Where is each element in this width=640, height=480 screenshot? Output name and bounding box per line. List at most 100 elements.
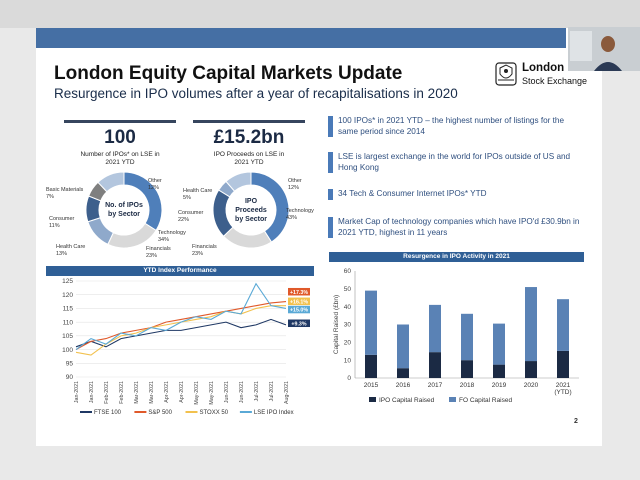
stat-ipo-count: 100 xyxy=(104,127,136,148)
legend-label: STOXX 50 xyxy=(200,410,229,416)
series-line-lse-ipo-index xyxy=(75,282,287,351)
y-tick-label: 30 xyxy=(344,322,352,329)
y-tick-label: 95 xyxy=(66,360,74,367)
legend-swatch xyxy=(369,397,376,402)
bullet-text: 34 Tech & Consumer Internet IPOs* YTD xyxy=(338,189,487,198)
stat-ipo-proceeds: £15.2bn xyxy=(213,127,285,148)
bullet-text: 100 IPOs* in 2021 YTD – the highest numb… xyxy=(338,116,565,136)
bullet-marker xyxy=(328,217,333,238)
label-name: Technology xyxy=(158,230,186,236)
end-label: +17.3% xyxy=(290,290,308,296)
donut2-label-consumer: Consumer 22% xyxy=(178,210,203,224)
y-tick-label: 90 xyxy=(66,374,74,381)
y-tick-label: 50 xyxy=(344,286,352,293)
end-label-box xyxy=(288,287,310,296)
label-pct: 22% xyxy=(178,217,190,223)
x-tick-label: Jul-2021 xyxy=(254,381,260,401)
donut-center-line: Proceeds xyxy=(235,207,267,214)
stat-divider xyxy=(64,120,176,123)
x-tick-label: 2015 xyxy=(364,382,379,389)
bar-ipo-capital-raised xyxy=(429,352,441,378)
legend-label: FTSE 100 xyxy=(94,410,122,416)
bar-fo-capital-raised xyxy=(493,323,505,365)
label-pct: 12% xyxy=(148,185,160,191)
label-name: Other xyxy=(288,178,302,184)
label-name: Health Care xyxy=(56,244,86,250)
x-tick-label: Feb-2021 xyxy=(119,381,125,404)
donut-label-health-care: Health Care 13% xyxy=(56,244,85,258)
y-tick-label: 20 xyxy=(344,340,352,347)
bullet-text: Market Cap of technology companies which… xyxy=(338,217,580,237)
donut-label-technology: Technology 34% xyxy=(158,230,186,244)
x-tick-label: Jul-2021 xyxy=(269,381,275,401)
x-tick-label: Mar-2021 xyxy=(134,381,140,404)
slide: London Equity Capital Markets Update Res… xyxy=(36,28,602,446)
donut-slice-other xyxy=(225,171,252,192)
y-axis-label: Capital Raised (£bn) xyxy=(333,295,340,354)
slide-subtitle: Resurgence in IPO volumes after a year o… xyxy=(54,86,458,101)
y-tick-label: 0 xyxy=(347,375,351,382)
label-name: Consumer xyxy=(49,216,75,222)
legend-label: S&P 500 xyxy=(148,410,172,416)
series-line-ftse-100 xyxy=(75,318,287,348)
donut-ipos-by-sector: No. of IPOs by Sector xyxy=(85,171,163,249)
bar-ipo-capital-raised xyxy=(397,368,409,378)
x-tick-label: 2019 xyxy=(492,382,507,389)
legend-label: LSE IPO Index xyxy=(254,410,294,416)
line-chart-title: YTD Index Performance xyxy=(46,266,314,276)
stat-divider xyxy=(193,120,305,123)
label-name: Technology xyxy=(286,208,314,214)
donut2-label-financials: Financials 23% xyxy=(192,244,217,258)
lse-logo: London Stock Exchange xyxy=(492,60,596,90)
donut-center-line: by Sector xyxy=(108,211,140,218)
x-tick-label: Jun-2021 xyxy=(224,381,230,403)
person-icon xyxy=(568,27,640,71)
x-tick-label: (YTD) xyxy=(554,389,571,396)
bullet-item: 100 IPOs* in 2021 YTD – the highest numb… xyxy=(328,116,583,137)
label-name: Basic Materials xyxy=(46,187,84,193)
x-tick-label: Aug-2021 xyxy=(284,381,290,404)
bullet-marker xyxy=(328,189,333,200)
page-number: 2 xyxy=(574,418,578,425)
end-label-box xyxy=(288,319,310,328)
label-name: Financials xyxy=(146,246,171,252)
bar-fo-capital-raised xyxy=(461,313,473,361)
donut2-label-other: Other 12% xyxy=(288,178,302,192)
donut-slices xyxy=(212,171,290,249)
donut-label-consumer: Consumer 11% xyxy=(49,216,74,230)
x-tick-label: 2018 xyxy=(460,382,475,389)
bullet-marker xyxy=(328,116,333,137)
y-tick-label: 10 xyxy=(344,357,352,364)
donut-center-line: No. of IPOs xyxy=(105,202,143,209)
label-pct: 23% xyxy=(192,251,204,257)
bar-ipo-capital-raised xyxy=(365,354,377,378)
donut-label-financials: Financials 23% xyxy=(146,246,171,260)
stat-ipo-proceeds-caption: IPO Proceeds on LSE in 2021 YTD xyxy=(189,151,309,167)
bullet-item: LSE is largest exchange in the world for… xyxy=(328,152,583,173)
x-tick-label: Jun-2021 xyxy=(239,381,245,403)
caption-line: IPO Proceeds on LSE in xyxy=(213,151,285,158)
slide-header-bar xyxy=(36,28,566,48)
donut-slices xyxy=(85,171,163,249)
donut-slice-financials xyxy=(222,226,273,249)
legend-swatch xyxy=(449,397,456,402)
donut-proceeds-by-sector: IPO Proceeds by Sector xyxy=(212,171,290,249)
legend-label: IPO Capital Raised xyxy=(379,397,435,404)
end-label-box xyxy=(288,297,310,306)
series-line-s-p-500 xyxy=(75,301,287,351)
x-tick-label: 2021 xyxy=(556,382,571,389)
bar-ipo-capital-raised xyxy=(493,364,505,378)
y-tick-label: 105 xyxy=(62,333,73,340)
label-pct: 7% xyxy=(46,194,54,200)
bar-fo-capital-raised xyxy=(557,299,569,351)
bullet-text: LSE is largest exchange in the world for… xyxy=(338,152,571,172)
donut-center-line: by Sector xyxy=(235,216,267,223)
slide-title: London Equity Capital Markets Update xyxy=(54,63,403,84)
x-tick-label: Mar-2021 xyxy=(149,381,155,404)
y-tick-label: 40 xyxy=(344,304,352,311)
y-tick-label: 125 xyxy=(62,278,73,285)
bar-fo-capital-raised xyxy=(429,304,441,353)
y-tick-label: 115 xyxy=(63,306,74,313)
x-tick-label: Apr-2021 xyxy=(164,381,170,403)
x-tick-label: 2017 xyxy=(428,382,443,389)
